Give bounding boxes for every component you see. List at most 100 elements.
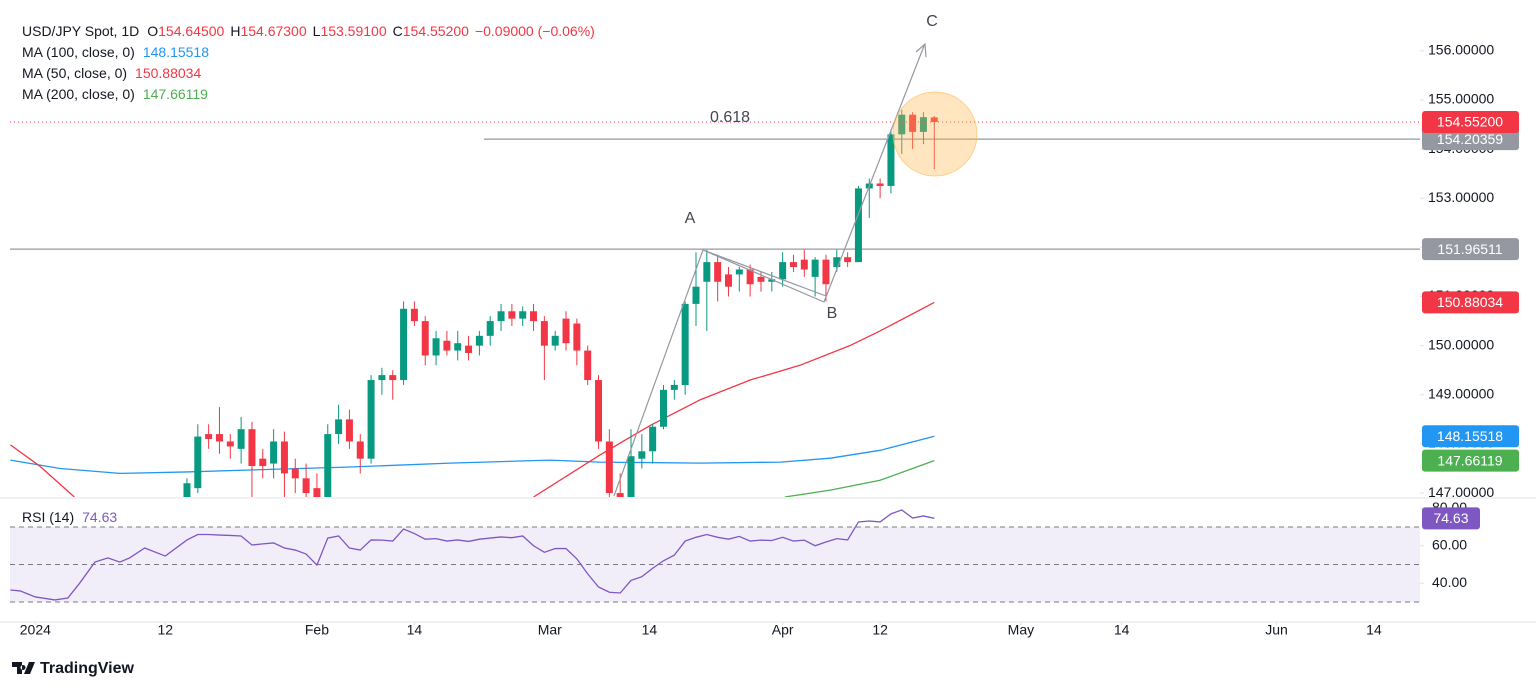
candle-body: [833, 257, 841, 268]
candle-body: [930, 117, 938, 122]
y-tick-label: 60.00: [1432, 536, 1467, 552]
candle-body: [302, 478, 310, 494]
ma-badge: 148.15518: [1437, 428, 1503, 444]
y-tick-label: 155.00000: [1428, 91, 1494, 107]
ma-line: [10, 435, 935, 475]
candle-body: [313, 488, 321, 497]
candle-body: [508, 311, 516, 319]
candle-body: [605, 441, 613, 494]
candle-body: [540, 321, 548, 346]
candle-body: [616, 493, 624, 497]
candle-body: [681, 303, 689, 385]
x-tick-label: Mar: [538, 622, 562, 638]
candle-body: [280, 441, 288, 474]
candle-body: [898, 114, 906, 135]
candle-body: [649, 426, 657, 452]
candle-body: [627, 456, 635, 497]
ma-badge-bg: [1422, 425, 1519, 448]
x-tick-label: 2024: [20, 622, 51, 638]
ma-line: [784, 459, 935, 497]
rsi-badge-bg: [1422, 507, 1480, 530]
candle-body: [714, 262, 722, 282]
y-tick-label: 153.00000: [1428, 189, 1494, 205]
candle-body: [692, 286, 700, 304]
legend: USD/JPY Spot, 1D O154.64500 H154.67300 L153…: [22, 23, 595, 525]
candle-body: [432, 338, 440, 356]
legend-name: MA (100, close, 0): [22, 44, 135, 60]
ma-line: [10, 301, 935, 497]
x-tick-label: 14: [1366, 622, 1382, 638]
candle-body: [638, 451, 646, 459]
rsi-legend: RSI (14) 74.63: [22, 509, 117, 525]
candle-body: [595, 380, 603, 442]
ohlc-key: C: [393, 23, 403, 39]
wave-label: B: [827, 305, 838, 322]
candle-body: [844, 257, 852, 263]
candle-body: [562, 318, 570, 344]
rsi-pane: [10, 509, 1420, 603]
candle-body: [345, 419, 353, 442]
candle-body: [757, 276, 765, 282]
legend-name: MA (50, close, 0): [22, 65, 127, 81]
abc-pattern: [613, 45, 925, 497]
candle-body: [768, 279, 776, 282]
ohlc-key: H: [230, 23, 240, 39]
candle-body: [183, 483, 191, 497]
candle-body: [746, 269, 754, 285]
candle-body: [789, 262, 797, 268]
ma-badge: 147.66119: [1437, 452, 1502, 468]
candle-body: [454, 343, 462, 351]
brand-name: TradingView: [40, 660, 135, 677]
candle-body: [378, 375, 386, 381]
candle-body: [465, 345, 473, 354]
candle-body: [475, 335, 483, 346]
legend-entry: MA (100, close, 0) 148.15518: [22, 44, 209, 60]
candle-body: [291, 468, 299, 479]
ohlc-value: 154.67300: [240, 23, 306, 39]
candle-body: [421, 321, 429, 356]
header: USD/JPY Spot, 1D O154.64500 H154.67300 L153…: [22, 23, 595, 39]
x-tick-label: 14: [1114, 622, 1130, 638]
candle-body: [779, 262, 787, 280]
rsi-line: [10, 509, 935, 601]
candle-body: [335, 419, 343, 435]
candle-body: [670, 384, 678, 390]
candle-body: [811, 259, 819, 277]
ma-badge: 150.88034: [1437, 294, 1503, 310]
candle-body: [822, 259, 830, 285]
candle-body: [248, 429, 256, 467]
legend-value: 150.88034: [135, 65, 201, 81]
ma-badge-bg: [1422, 291, 1519, 314]
last-price-badge-bg: [1422, 110, 1519, 133]
fib-label: 0.618: [710, 109, 750, 126]
level-badge-bg: [1422, 238, 1519, 261]
arrow-head: [915, 42, 927, 58]
candle-body: [703, 262, 711, 282]
candle-body: [389, 375, 397, 381]
x-tick-label: Feb: [305, 622, 329, 638]
symbol: USD/JPY Spot, 1D: [22, 23, 139, 39]
candle-body: [919, 117, 927, 132]
price-pane: [10, 109, 1420, 497]
candle-body: [443, 340, 451, 351]
wave-label: A: [685, 210, 696, 227]
x-tick-label: 14: [407, 622, 423, 638]
candle-body: [259, 458, 267, 467]
brand-logo: [12, 662, 35, 674]
x-tick-label: May: [1008, 622, 1034, 638]
candle-body: [530, 311, 538, 322]
y-tick-label: 40.00: [1432, 574, 1467, 590]
y-tick-label: 147.00000: [1428, 484, 1494, 500]
last-price-badge: 154.55200: [1437, 114, 1503, 130]
candle-body: [909, 114, 917, 132]
legend-entry: MA (50, close, 0) 150.88034: [22, 65, 201, 81]
candle-body: [324, 434, 332, 497]
candle-body: [735, 269, 743, 275]
candle-body: [876, 183, 884, 186]
legend-value: 147.66119: [143, 86, 208, 102]
candle-body: [800, 259, 808, 270]
candle-body: [356, 441, 364, 459]
x-tick-label: 14: [642, 622, 658, 638]
